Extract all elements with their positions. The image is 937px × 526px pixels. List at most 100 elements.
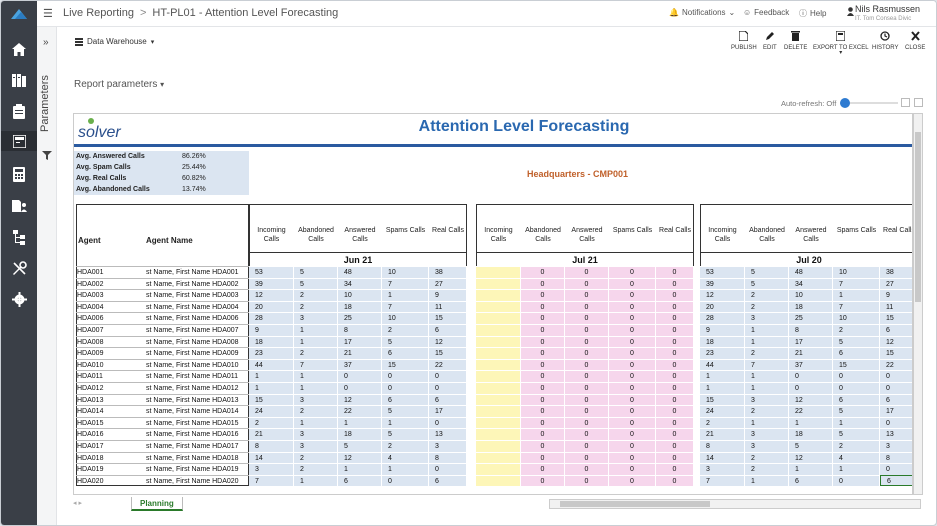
horizontal-scrollbar[interactable] [549,499,921,509]
data-cell: 2 [745,451,789,464]
data-cell: 0 [609,347,656,359]
data-cell: 17 [880,405,912,417]
data-cell: 10 [382,266,429,278]
data-cell: 0 [656,300,694,313]
summary-label: Avg. Spam Calls [76,164,131,171]
calculator-icon[interactable] [9,164,29,184]
expand-icon[interactable] [901,98,910,107]
agent-id: HDA013 [76,393,146,406]
data-cell: 0 [609,393,656,406]
data-cell: 0 [521,289,565,301]
database-icon [75,37,83,46]
scrollbar-thumb[interactable] [560,501,710,507]
tab-planning[interactable]: Planning [131,497,183,511]
publish-button[interactable]: PUBLISH [731,31,757,51]
scrollbar-thumb[interactable] [915,132,921,302]
library-icon[interactable] [9,70,29,90]
export-excel-button[interactable]: EXPORT TO EXCEL ▾ [813,31,869,56]
agent-id: HDA002 [76,277,146,290]
metric-header: Answered Calls [571,227,603,243]
reports-icon[interactable] [1,131,37,151]
data-cell: 0 [382,382,429,394]
data-cell: 2 [382,324,429,336]
data-cell: 1 [700,370,745,382]
data-cell [476,440,521,452]
breadcrumb-separator-icon: > [139,7,147,19]
selected-cell[interactable]: 6 [880,474,912,487]
delete-button[interactable]: DELETE [784,31,807,51]
filter-icon[interactable] [42,151,52,160]
datasource-selector[interactable]: Data Warehouse ▾ [75,37,154,46]
slider-knob[interactable] [840,98,850,108]
agent-id: HDA007 [76,324,146,336]
data-cell: 6 [429,324,467,336]
summary-label: Avg. Real Calls [76,175,127,182]
data-cell: 48 [338,266,382,278]
chevron-down-icon: ▾ [150,38,155,46]
home-icon[interactable] [9,39,29,59]
data-cell: 0 [338,382,382,394]
data-cell: 0 [521,324,565,336]
data-cell: 5 [789,440,833,452]
publish-label: PUBLISH [731,45,757,51]
parameters-panel[interactable]: » Parameters [37,27,57,525]
data-cell: 22 [338,405,382,417]
data-cell: 25 [789,312,833,324]
vertical-scrollbar[interactable] [913,113,923,495]
user-document-icon[interactable] [9,196,29,216]
breadcrumb-root[interactable]: Live Reporting [63,7,134,19]
data-cell: 0 [609,428,656,440]
notifications-menu[interactable]: 🔔 Notifications ⌄ [669,8,735,17]
agent-name: st Name, First Name HDA007 [146,324,249,336]
user-menu[interactable]: Nils Rasmussen IT. Tom Consea Divic [855,4,920,24]
data-cell: 5 [833,428,880,440]
data-cell: 37 [338,358,382,371]
hamburger-menu-icon[interactable]: ☰ [43,8,53,20]
data-cell: 23 [249,347,294,359]
agent-id: HDA009 [76,347,146,359]
report-parameters-toggle[interactable]: Report parameters ▾ [74,79,164,90]
data-cell: 2 [745,405,789,417]
data-cell: 0 [609,382,656,394]
agent-id: HDA006 [76,312,146,324]
data-cell: 0 [609,358,656,371]
feedback-link[interactable]: ☺ Feedback [743,8,789,17]
data-cell: 3 [294,312,338,324]
agent-name: st Name, First Name HDA004 [146,300,249,313]
smiley-icon: ☺ [743,8,752,17]
tab-nav-arrows-icon[interactable]: ◂ ▸ [73,500,82,507]
agent-name: st Name, First Name HDA012 [146,382,249,394]
history-button[interactable]: HISTORY [872,31,898,51]
summary-row: Avg. Answered Calls 86.26% [74,151,249,162]
data-cell: 8 [789,324,833,336]
close-button[interactable]: CLOSE [905,31,925,51]
hierarchy-icon[interactable] [9,227,29,247]
data-cell: 7 [700,474,745,487]
data-cell: 3 [429,440,467,452]
data-cell: 38 [429,266,467,278]
data-cell: 0 [609,405,656,417]
expand-chevron-icon[interactable]: » [43,37,49,48]
data-cell: 1 [294,335,338,348]
data-cell: 27 [429,277,467,290]
date-header: Jun 21 [249,252,467,266]
data-cell: 0 [429,416,467,429]
help-link[interactable]: ⓘ Help [799,8,826,19]
data-cell: 1 [249,382,294,394]
metric-header: Real Calls [432,227,464,234]
grid-view-icon[interactable] [914,98,923,107]
auto-refresh-slider[interactable] [840,98,898,108]
data-cell [476,382,521,394]
agent-id: HDA003 [76,289,146,301]
data-cell: 18 [249,335,294,348]
edit-button[interactable]: EDIT [763,31,777,51]
data-cell: 0 [429,370,467,382]
data-cell: 0 [521,474,565,487]
report-parameters-label: Report parameters [74,79,158,90]
clipboard-icon[interactable] [9,101,29,121]
data-cell: 0 [521,335,565,348]
data-cell: 7 [382,300,429,313]
settings-gear-icon[interactable] [9,289,29,309]
tools-icon[interactable] [9,258,29,278]
metric-header: Incoming Calls [708,227,737,243]
